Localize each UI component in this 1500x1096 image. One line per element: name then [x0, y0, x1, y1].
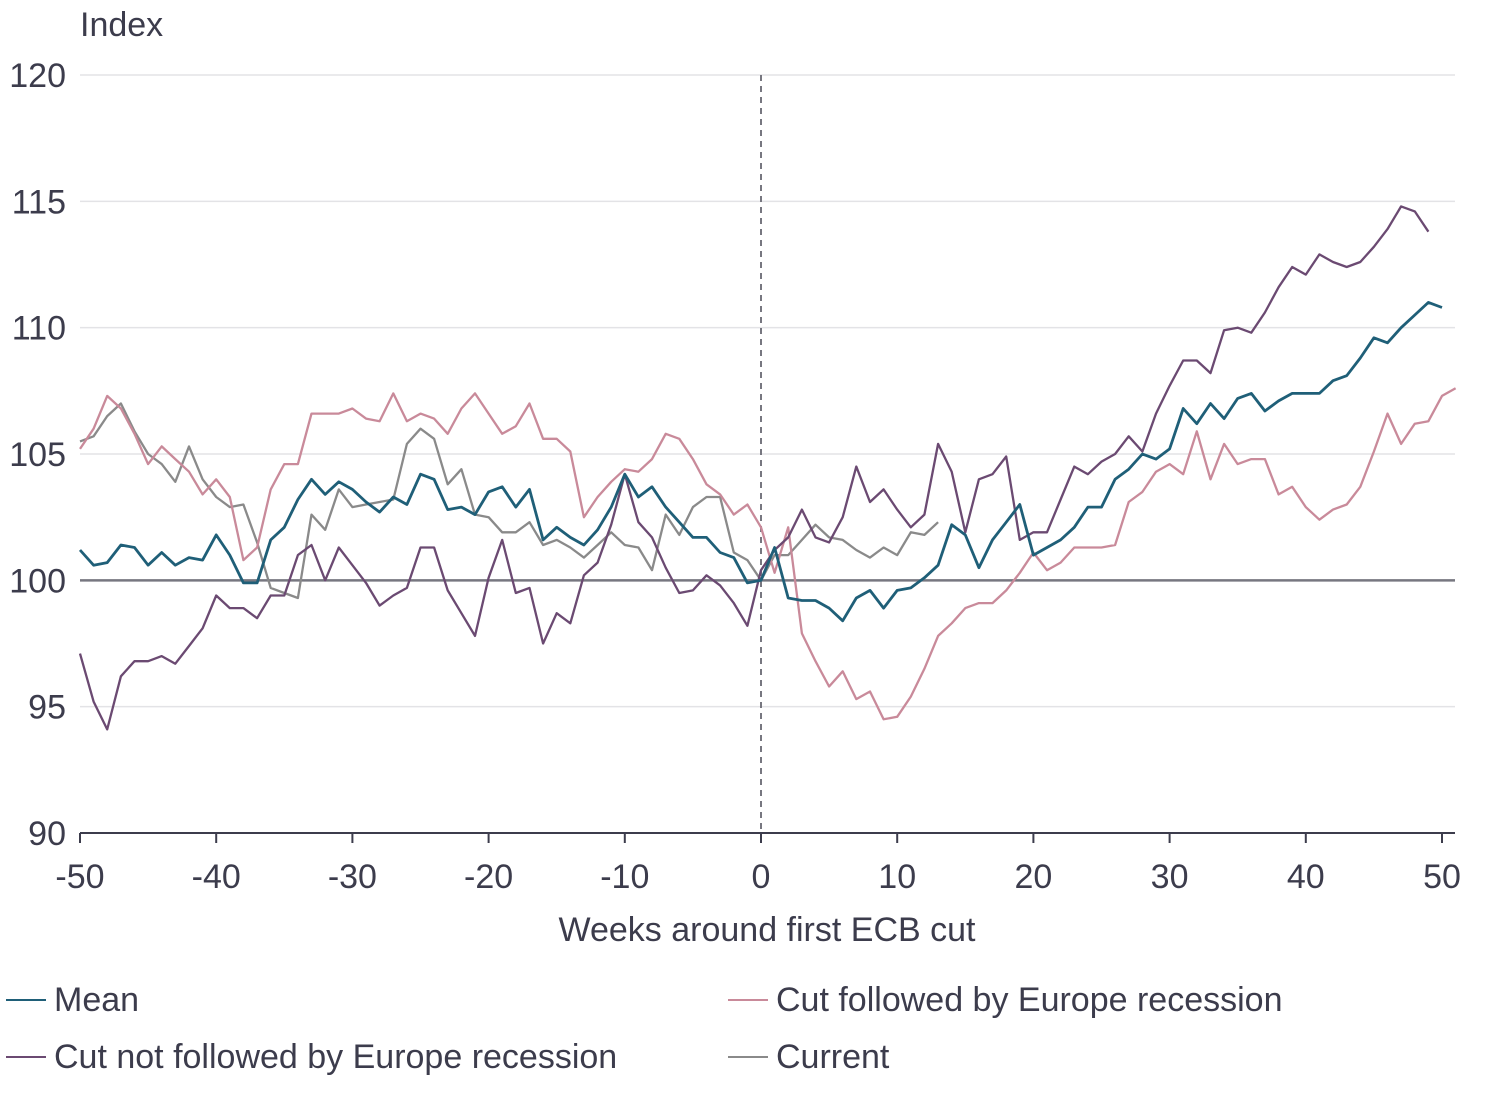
legend-label: Cut not followed by Europe recession	[54, 1037, 618, 1076]
y-tick-label: 90	[28, 815, 66, 853]
x-tick-label: -40	[192, 858, 241, 896]
x-tick-label: 10	[878, 858, 916, 896]
x-axis-title: Weeks around first ECB cut	[559, 911, 977, 949]
x-axis: -50 -40 -30 -20 -10 0 10 20 30 40 50	[55, 832, 1461, 896]
y-axis-ticks: 90 95 100 105 110 115 120	[9, 57, 66, 853]
series-lines	[78, 205, 1457, 731]
series-line-current	[79, 402, 939, 600]
x-tick-label: -30	[328, 858, 377, 896]
y-tick-label: 120	[9, 57, 66, 95]
x-tick-label: -10	[600, 858, 649, 896]
x-tick-label: 50	[1423, 858, 1461, 896]
x-tick-label: -20	[464, 858, 513, 896]
x-tick-label: 0	[752, 858, 771, 896]
x-tick-label: 20	[1014, 858, 1052, 896]
legend-swatch-cut-not-followed	[6, 1056, 46, 1058]
y-tick-label: 115	[12, 183, 66, 221]
series-line-cut-not-followed-by-europe-recession	[78, 205, 1430, 731]
legend-label: Cut followed by Europe recession	[776, 980, 1283, 1019]
legend-item-mean: Mean	[6, 975, 139, 1025]
series-line-cut-followed-by-europe-recession	[79, 387, 1457, 721]
x-tick-label: -50	[55, 858, 104, 896]
gridlines	[80, 74, 1455, 708]
reference-line	[80, 75, 1455, 833]
y-tick-label: 95	[28, 689, 66, 727]
series-line-mean	[78, 300, 1443, 623]
y-tick-label: 110	[12, 310, 66, 348]
legend-label: Current	[776, 1037, 890, 1076]
y-axis-title: Index	[80, 6, 163, 44]
legend-swatch-current	[728, 1056, 768, 1058]
legend-item-cut-not-followed: Cut not followed by Europe recession	[6, 1032, 617, 1082]
x-tick-label: 30	[1151, 858, 1189, 896]
y-tick-label: 105	[9, 436, 66, 474]
x-tick-label: 40	[1287, 858, 1325, 896]
legend-swatch-cut-followed	[728, 999, 768, 1001]
y-tick-label: 100	[9, 562, 66, 600]
legend: Mean Cut followed by Europe recession Cu…	[0, 975, 1500, 1085]
legend-swatch-mean	[6, 999, 46, 1001]
legend-item-cut-followed: Cut followed by Europe recession	[728, 975, 1283, 1025]
legend-item-current: Current	[728, 1032, 889, 1082]
legend-label: Mean	[54, 980, 140, 1019]
